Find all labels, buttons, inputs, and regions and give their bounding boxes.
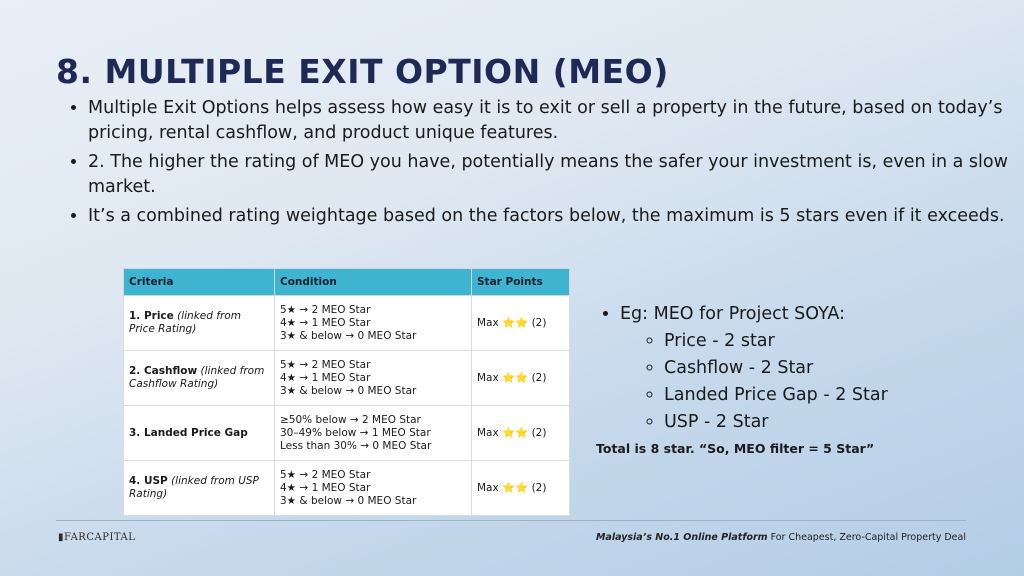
column-header-condition: Condition bbox=[274, 268, 472, 296]
criteria-cell: 2. Cashflow (linked from Cashflow Rating… bbox=[123, 350, 275, 406]
example-heading-text: Eg: MEO for Project SOYA: bbox=[620, 304, 845, 324]
criteria-cell: 3. Landed Price Gap bbox=[123, 405, 275, 461]
example-total: Total is 8 star. “So, MEO filter = 5 Sta… bbox=[596, 441, 875, 456]
condition-cell: 5★ → 2 MEO Star 4★ → 1 MEO Star 3★ & bel… bbox=[274, 350, 472, 406]
footer-divider bbox=[56, 520, 966, 521]
criteria-cell: 1. Price (linked from Price Rating) bbox=[123, 295, 275, 351]
condition-cell: 5★ → 2 MEO Star 4★ → 1 MEO Star 3★ & bel… bbox=[274, 295, 472, 351]
criteria-source: (linked from Price Rating) bbox=[129, 310, 241, 335]
footer-tagline: Malaysia’s No.1 Online Platform For Chea… bbox=[596, 532, 966, 543]
column-header-criteria: Criteria bbox=[123, 268, 275, 296]
slide-title: 8. MULTIPLE EXIT OPTION (MEO) bbox=[56, 52, 669, 91]
star-icons: ⭐⭐ bbox=[502, 371, 529, 384]
criteria-source: (linked from Cashflow Rating) bbox=[129, 365, 265, 390]
bullet-item: Multiple Exit Options helps assess how e… bbox=[88, 96, 1018, 146]
condition-cell: ≥50% below → 2 MEO Star 30–49% below → 1… bbox=[274, 405, 472, 461]
star-points-cell: Max ⭐⭐ (2) bbox=[471, 350, 570, 406]
points-value: (2) bbox=[531, 481, 547, 494]
points-value: (2) bbox=[531, 426, 547, 439]
star-icons: ⭐⭐ bbox=[502, 316, 529, 329]
star-points-cell: Max ⭐⭐ (2) bbox=[471, 405, 570, 461]
table-row: 1. Price (linked from Price Rating) 5★ →… bbox=[123, 295, 570, 351]
brand-logo: ▮FARCAPITAL bbox=[58, 532, 135, 543]
intro-bullets: Multiple Exit Options helps assess how e… bbox=[72, 96, 1018, 233]
points-prefix: Max bbox=[477, 426, 499, 439]
example-item: USP - 2 Star bbox=[664, 409, 1012, 436]
table-row: 4. USP (linked from USP Rating) 5★ → 2 M… bbox=[123, 460, 570, 516]
example-item: Price - 2 star bbox=[664, 328, 1012, 355]
points-value: (2) bbox=[531, 316, 547, 329]
condition-line: 30–49% below → 1 MEO Star bbox=[280, 426, 431, 439]
tagline-emphasis: Malaysia’s No.1 Online Platform bbox=[595, 532, 768, 543]
condition-line: 3★ & below → 0 MEO Star bbox=[280, 494, 417, 507]
table-row: 3. Landed Price Gap ≥50% below → 2 MEO S… bbox=[123, 405, 570, 461]
star-icons: ⭐⭐ bbox=[502, 426, 529, 439]
condition-line: 3★ & below → 0 MEO Star bbox=[280, 384, 417, 397]
bullet-item: 2. The higher the rating of MEO you have… bbox=[88, 150, 1018, 200]
condition-line: 4★ → 1 MEO Star bbox=[280, 371, 371, 384]
table-row: 2. Cashflow (linked from Cashflow Rating… bbox=[123, 350, 570, 406]
condition-line: 5★ → 2 MEO Star bbox=[280, 358, 371, 371]
points-prefix: Max bbox=[477, 371, 499, 384]
condition-line: 3★ & below → 0 MEO Star bbox=[280, 329, 417, 342]
example-item: Cashflow - 2 Star bbox=[664, 355, 1012, 382]
table-header-row: Criteria Condition Star Points bbox=[123, 268, 570, 296]
condition-line: 5★ → 2 MEO Star bbox=[280, 303, 371, 316]
points-value: (2) bbox=[531, 371, 547, 384]
condition-cell: 5★ → 2 MEO Star 4★ → 1 MEO Star 3★ & bel… bbox=[274, 460, 472, 516]
example-sublist: Price - 2 star Cashflow - 2 Star Landed … bbox=[620, 328, 1012, 436]
example-heading: Eg: MEO for Project SOYA: Price - 2 star… bbox=[620, 301, 1012, 436]
tagline-rest: For Cheapest, Zero-Capital Property Deal bbox=[767, 532, 966, 543]
criteria-name: 3. Landed Price Gap bbox=[129, 426, 248, 439]
example-section: Eg: MEO for Project SOYA: Price - 2 star… bbox=[592, 301, 1012, 436]
criteria-cell: 4. USP (linked from USP Rating) bbox=[123, 460, 275, 516]
criteria-name: 2. Cashflow bbox=[129, 365, 198, 377]
condition-line: 4★ → 1 MEO Star bbox=[280, 316, 371, 329]
logo-mark-icon: ▮ bbox=[58, 532, 65, 543]
condition-line: 4★ → 1 MEO Star bbox=[280, 481, 371, 494]
condition-line: ≥50% below → 2 MEO Star bbox=[280, 413, 421, 426]
star-icons: ⭐⭐ bbox=[502, 481, 529, 494]
bullet-item: It’s a combined rating weightage based o… bbox=[88, 204, 1018, 229]
column-header-star-points: Star Points bbox=[471, 268, 570, 296]
meo-criteria-table: Criteria Condition Star Points 1. Price … bbox=[123, 268, 570, 516]
condition-line: Less than 30% → 0 MEO Star bbox=[280, 439, 432, 452]
condition-line: 5★ → 2 MEO Star bbox=[280, 468, 371, 481]
criteria-source: (linked from USP Rating) bbox=[129, 475, 259, 500]
points-prefix: Max bbox=[477, 481, 499, 494]
star-points-cell: Max ⭐⭐ (2) bbox=[471, 460, 570, 516]
criteria-name: 1. Price bbox=[129, 310, 174, 322]
criteria-name: 4. USP bbox=[129, 475, 168, 487]
example-list: Eg: MEO for Project SOYA: Price - 2 star… bbox=[592, 301, 1012, 436]
example-item: Landed Price Gap - 2 Star bbox=[664, 382, 1012, 409]
points-prefix: Max bbox=[477, 316, 499, 329]
logo-text: FARCAPITAL bbox=[64, 532, 136, 543]
star-points-cell: Max ⭐⭐ (2) bbox=[471, 295, 570, 351]
